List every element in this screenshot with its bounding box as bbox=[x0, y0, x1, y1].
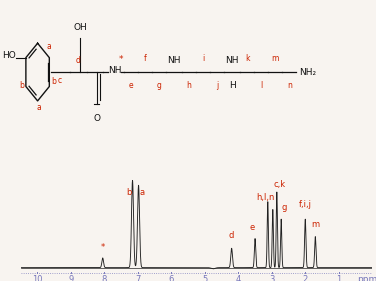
Text: NH: NH bbox=[167, 56, 180, 65]
Text: 10: 10 bbox=[32, 275, 42, 281]
Text: d: d bbox=[76, 56, 81, 65]
Text: g: g bbox=[281, 203, 287, 212]
Text: 4: 4 bbox=[236, 275, 241, 281]
Text: OH: OH bbox=[73, 23, 87, 32]
Text: n: n bbox=[287, 81, 292, 90]
Text: 9: 9 bbox=[68, 275, 74, 281]
Text: f: f bbox=[143, 54, 146, 63]
Text: a: a bbox=[46, 42, 51, 51]
Text: 6: 6 bbox=[169, 275, 174, 281]
Text: 2: 2 bbox=[303, 275, 308, 281]
Text: i: i bbox=[202, 54, 204, 63]
Text: NH₂: NH₂ bbox=[299, 67, 316, 77]
Text: h: h bbox=[186, 81, 191, 90]
Text: h,l,n: h,l,n bbox=[256, 193, 274, 202]
Text: NH: NH bbox=[225, 56, 239, 65]
Text: c: c bbox=[58, 76, 62, 85]
Text: 3: 3 bbox=[269, 275, 274, 281]
Text: b: b bbox=[126, 188, 132, 197]
Text: 1: 1 bbox=[336, 275, 341, 281]
Text: b: b bbox=[19, 81, 24, 90]
Text: a: a bbox=[140, 188, 145, 197]
Text: O: O bbox=[93, 114, 100, 123]
Text: e: e bbox=[128, 81, 133, 90]
Text: l: l bbox=[260, 81, 262, 90]
Text: a: a bbox=[36, 103, 41, 112]
Text: *: * bbox=[118, 55, 123, 64]
Text: k: k bbox=[245, 54, 249, 63]
Text: j: j bbox=[216, 81, 218, 90]
Text: b: b bbox=[51, 78, 56, 87]
Text: *: * bbox=[101, 243, 105, 252]
Text: 5: 5 bbox=[202, 275, 208, 281]
Text: e: e bbox=[250, 223, 255, 232]
Text: c,k: c,k bbox=[273, 180, 285, 189]
Text: 8: 8 bbox=[102, 275, 107, 281]
Text: ppm: ppm bbox=[357, 275, 376, 281]
Text: 7: 7 bbox=[135, 275, 141, 281]
Text: g: g bbox=[156, 81, 161, 90]
Text: d: d bbox=[229, 232, 234, 241]
Text: NH: NH bbox=[108, 65, 121, 74]
Text: f,i,j: f,i,j bbox=[299, 200, 312, 209]
Text: m: m bbox=[311, 220, 319, 229]
Text: m: m bbox=[271, 54, 279, 63]
Text: HO: HO bbox=[2, 51, 15, 60]
Text: H: H bbox=[229, 81, 235, 90]
